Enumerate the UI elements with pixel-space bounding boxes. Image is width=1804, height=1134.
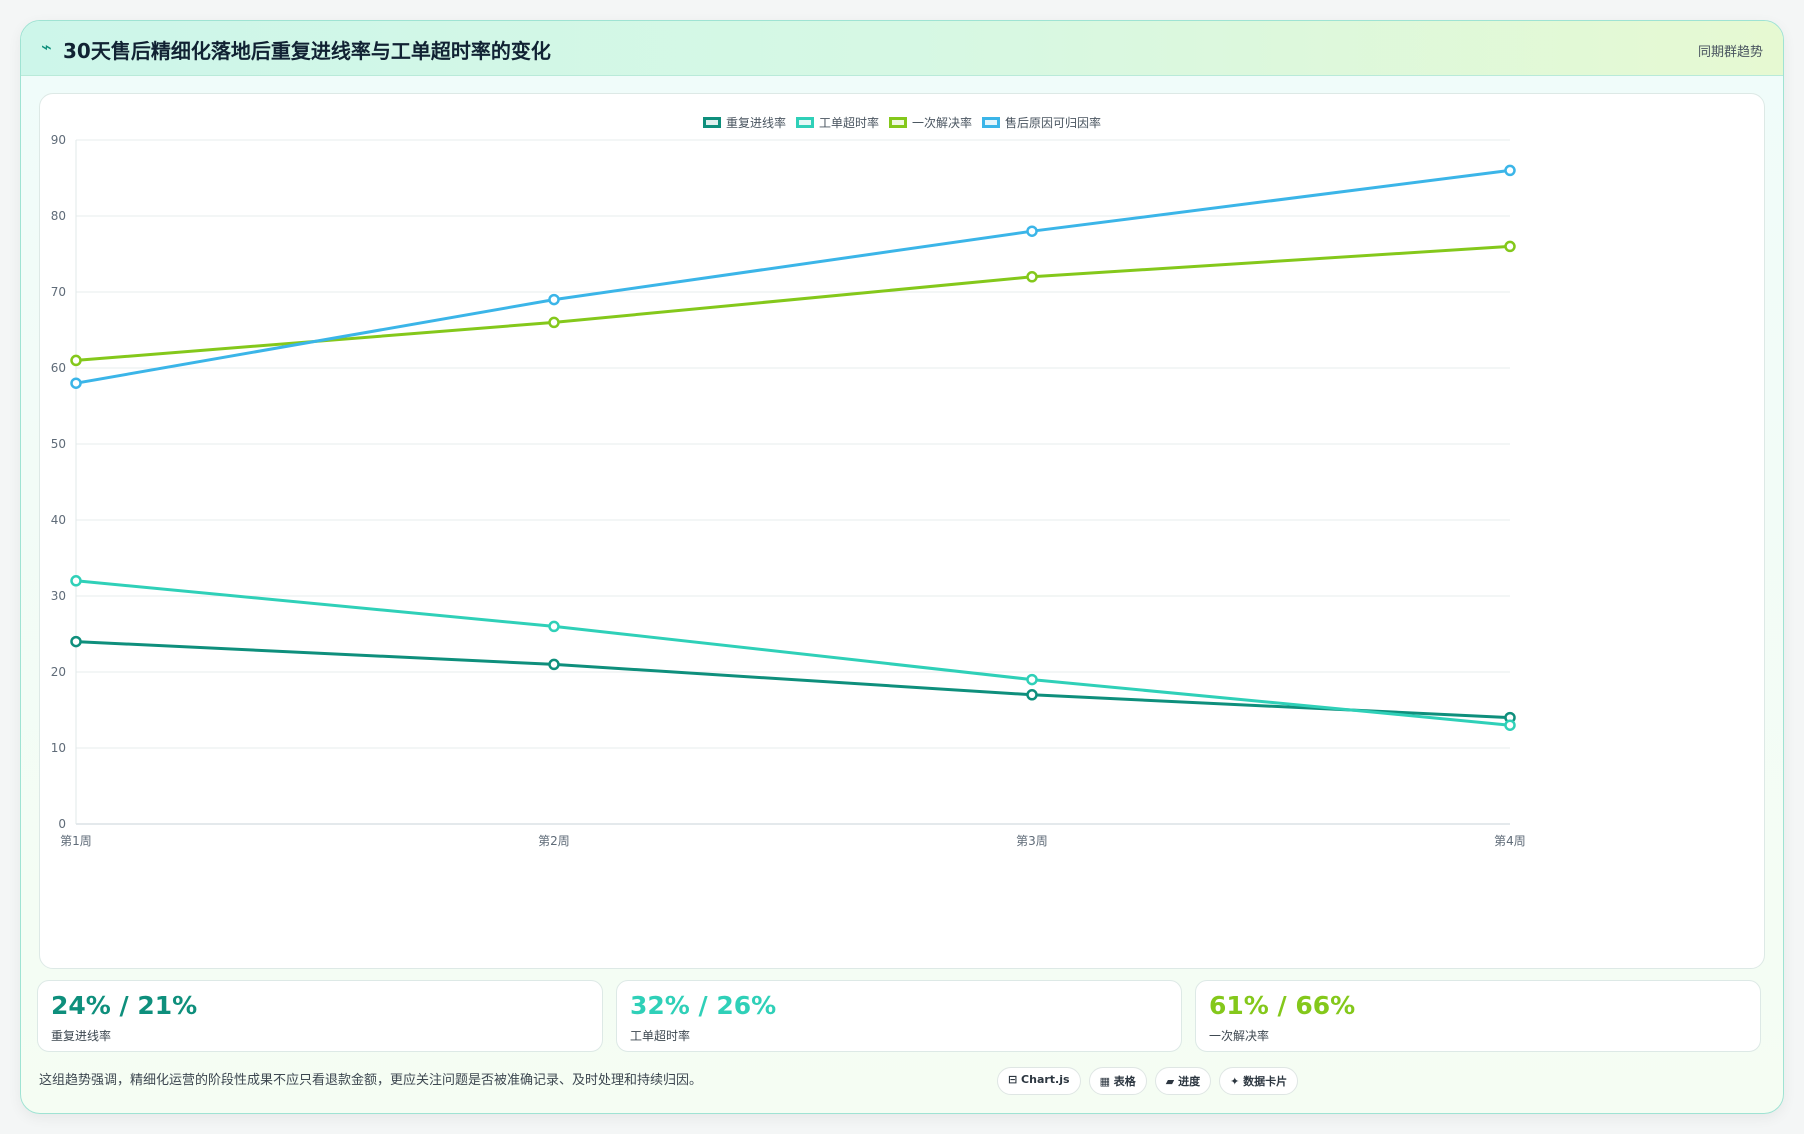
data-point-3-1	[548, 293, 560, 306]
legend-swatch	[795, 117, 814, 128]
chart-card: ⌁ 30天售后精细化落地后重复进线率与工单超时率的变化 同期群趋势 重复进线率 …	[20, 20, 1784, 1114]
y-tick-label: 30	[51, 589, 66, 603]
legend-item-timeout-rate[interactable]: 工单超时率	[795, 114, 879, 131]
data-point-2-2	[1026, 271, 1038, 283]
x-tick-label: 第2周	[538, 834, 570, 848]
y-tick-label: 70	[51, 285, 66, 299]
legend-label: 一次解决率	[912, 116, 973, 130]
stat-card-first-resolution-rate: 61% / 66% 一次解决率	[1195, 980, 1761, 1052]
legend-item-first-resolution-rate[interactable]: 一次解决率	[889, 114, 972, 131]
data-point-3-2	[1026, 225, 1038, 237]
series-line-1	[75, 579, 1511, 727]
data-point-1-1	[548, 620, 560, 633]
legend-swatch	[702, 117, 721, 128]
stat-label: 工单超时率	[630, 1029, 691, 1043]
legend-item-attribution-rate[interactable]: 售后原因可归因率	[982, 114, 1101, 131]
x-tick-label: 第3周	[1016, 834, 1048, 848]
y-tick-label: 10	[51, 741, 66, 755]
data-point-2-0	[70, 354, 82, 367]
line-chart: 0 10 20 30 40 50 60 70 80 90 第1周 第2周 第3周 第4周	[51, 133, 1526, 848]
x-tick-label: 第4周	[1494, 834, 1526, 848]
x-tick-label: 第1周	[60, 834, 92, 848]
trend-icon: ⌁	[41, 37, 52, 58]
tech-badges: ⊟ Chart.js ▦ 表格 ▰ 进度 ✦ 数据卡片	[997, 1067, 1299, 1095]
data-point-1-2	[1026, 673, 1038, 686]
data-point-3-3	[1504, 164, 1516, 177]
data-point-0-2	[1026, 689, 1038, 701]
legend-swatch	[982, 117, 1001, 128]
footnote: 这组趋势强调，精细化运营的阶段性成果不应只看退款金额，更应关注问题是否被准确记录…	[39, 1073, 703, 1088]
chart-panel: 重复进线率 工单超时率 一次解决率 售后原因可归因率 0 10 20 30 40 50 60…	[39, 93, 1765, 969]
data-point-1-0	[70, 575, 82, 587]
badge-chartjs[interactable]: ⊟ Chart.js	[997, 1067, 1081, 1095]
legend-swatch	[889, 117, 907, 128]
y-tick-label: 40	[51, 513, 66, 527]
data-point-2-3	[1504, 240, 1516, 253]
badge-table[interactable]: ▦ 表格	[1088, 1067, 1147, 1095]
y-tick-label: 90	[51, 133, 66, 147]
badge-data-card[interactable]: ✦ 数据卡片	[1219, 1067, 1299, 1095]
data-point-0-1	[548, 658, 560, 671]
y-tick-label: 50	[51, 437, 66, 451]
stat-label: 重复进线率	[51, 1029, 112, 1043]
data-point-0-0	[70, 635, 82, 648]
legend-item-repeat-rate[interactable]: 重复进线率	[702, 114, 786, 131]
y-tick-label: 60	[51, 361, 66, 375]
legend-label: 工单超时率	[818, 116, 879, 130]
data-point-1-3	[1504, 719, 1516, 731]
y-tick-label: 20	[51, 665, 66, 679]
stat-value: 61% / 66%	[1209, 991, 1356, 1020]
stat-label: 一次解决率	[1209, 1029, 1270, 1043]
card-header: ⌁ 30天售后精细化落地后重复进线率与工单超时率的变化 同期群趋势	[21, 21, 1783, 76]
badge-progress[interactable]: ▰ 进度	[1154, 1067, 1212, 1095]
chart-legend: 重复进线率 工单超时率 一次解决率 售后原因可归因率	[40, 114, 1764, 131]
series-line-0	[75, 640, 1511, 720]
legend-label: 重复进线率	[725, 116, 786, 130]
cohort-trend-tag: 同期群趋势	[1697, 45, 1763, 60]
stat-card-timeout-rate: 32% / 26% 工单超时率	[616, 980, 1182, 1052]
data-point-2-1	[548, 316, 560, 329]
data-point-3-0	[70, 377, 82, 389]
stat-value: 32% / 26%	[630, 991, 777, 1020]
series-line-2	[75, 244, 1511, 362]
page-title: 30天售后精细化落地后重复进线率与工单超时率的变化	[63, 39, 551, 63]
series-line-3	[75, 168, 1511, 385]
legend-label: 售后原因可归因率	[1005, 116, 1102, 130]
y-tick-label: 0	[58, 817, 66, 831]
y-tick-label: 80	[51, 209, 66, 223]
stat-value: 24% / 21%	[51, 991, 198, 1020]
stat-card-repeat-rate: 24% / 21% 重复进线率	[37, 980, 603, 1052]
